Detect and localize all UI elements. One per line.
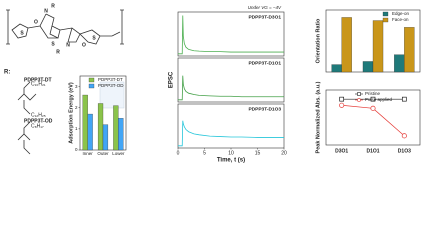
legend-marker — [357, 92, 361, 96]
trace — [178, 75, 284, 101]
atom-label: N — [66, 42, 70, 48]
legend-label: Face-on — [392, 17, 409, 22]
bar — [341, 17, 352, 73]
y-tick-label: 1 — [75, 126, 78, 131]
polymer-name: PDPP3T-DT — [24, 77, 52, 83]
bar — [113, 105, 119, 151]
panel-label: PDPP3T-D3O1 — [248, 14, 281, 20]
x-tick-label: 10 — [228, 150, 234, 156]
atom-label: R — [51, 3, 55, 9]
atom-label: O — [34, 19, 38, 25]
plot-frame — [177, 11, 285, 57]
atom-label: S — [20, 30, 24, 36]
marker — [370, 96, 376, 102]
atom-label: O — [82, 42, 86, 48]
legend-swatch — [382, 11, 389, 17]
plot-frame — [177, 57, 285, 103]
plot-frame — [325, 89, 421, 146]
marker — [401, 133, 407, 139]
legend-label: PDPP3T-DT — [98, 77, 123, 82]
chain-label: C₈H₁₇ — [31, 123, 44, 129]
bar — [362, 61, 374, 73]
chain-label: C₁₂H₂₅ — [31, 112, 46, 118]
y-tick-label: 0 — [75, 147, 78, 152]
bar — [404, 27, 415, 73]
atom-label: S — [51, 41, 55, 47]
legend-label: Edge-on — [392, 11, 410, 16]
legend-label: PDPP3T-OD — [98, 83, 124, 88]
bar — [372, 20, 384, 73]
x-tick-label: D1O1 — [366, 148, 379, 154]
atom-label: S — [92, 35, 96, 41]
x-tick-label: Outer — [97, 151, 109, 156]
bar — [97, 103, 104, 151]
atom-label: R — [56, 49, 60, 55]
y-axis-label: Adsorption Energy (eV) — [68, 82, 74, 144]
legend-label: Pulse applied — [365, 97, 393, 102]
x-tick-label: 5 — [203, 150, 206, 156]
marker — [370, 105, 376, 111]
marker — [401, 96, 407, 102]
trace — [178, 120, 284, 147]
bar — [82, 94, 88, 151]
polymer-name: PDPP3T-OD — [24, 118, 53, 124]
bar — [102, 124, 109, 151]
legend-swatch — [88, 83, 95, 89]
y-tick-label: 2 — [75, 105, 78, 110]
marker — [339, 102, 345, 108]
atom-label: N — [44, 8, 48, 14]
panel-label: PDPP3T-D1O1 — [248, 60, 281, 66]
x-tick-label: 0 — [177, 150, 180, 156]
x-axis-label: Time, t (s) — [217, 158, 245, 164]
annotation: Under VG = −4V — [248, 5, 282, 10]
legend-label: Pristine — [365, 91, 381, 96]
legend-swatch — [88, 77, 95, 83]
legend-swatch — [382, 17, 389, 23]
y-axis-label: EPSC — [169, 71, 175, 88]
side-chain-bonds — [17, 81, 37, 155]
bracket — [120, 9, 124, 45]
x-tick-label: Lower — [112, 151, 125, 156]
inset-image — [99, 81, 125, 109]
x-tick-label: 20 — [281, 150, 287, 156]
trace — [178, 15, 284, 55]
bar — [87, 113, 93, 151]
y-tick-label: 3 — [75, 84, 78, 89]
figure: NNOOSSSRRR:PDPP3T-DTC₁₀H₂₁C₁₂H₂₅PDPP3T-O… — [4, 3, 421, 164]
marker — [339, 96, 345, 102]
bracket — [6, 9, 10, 45]
x-tick-label: D3O1 — [335, 148, 348, 154]
bar — [331, 64, 342, 73]
panel-label: PDPP3T-D1O3 — [248, 106, 281, 112]
r-label: R: — [4, 70, 10, 76]
molecule — [6, 9, 125, 155]
x-tick-label: D1O3 — [398, 148, 411, 154]
y-axis-label: Orientation Ratio — [315, 18, 321, 63]
x-tick-label: Inner — [83, 151, 94, 156]
chain-label: C₁₀H₂₁ — [31, 81, 46, 87]
bonds — [11, 13, 121, 45]
x-tick-label: 15 — [255, 150, 261, 156]
bar — [118, 118, 124, 151]
legend-marker — [357, 98, 361, 102]
y-axis-label: Peak Normalized Abs. (a.u.) — [315, 81, 321, 153]
bar — [394, 54, 405, 73]
